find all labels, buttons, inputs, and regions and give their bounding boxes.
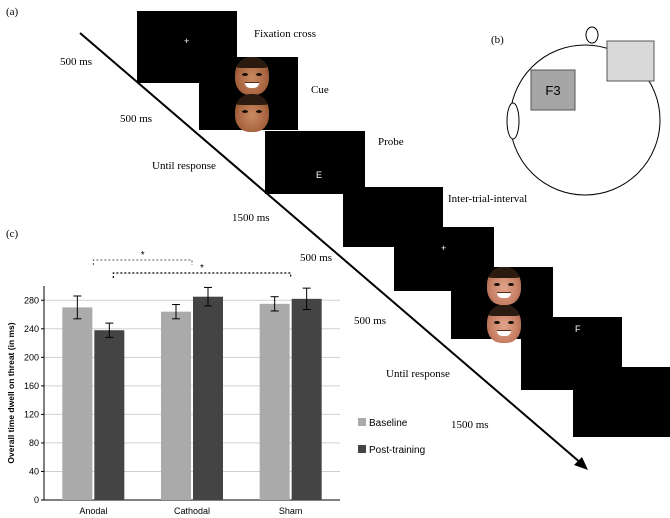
- fixation-cross-icon: +: [184, 36, 190, 46]
- bar: [94, 330, 125, 500]
- happy-face-icon: [487, 305, 521, 343]
- panel-label-b: (b): [491, 34, 504, 46]
- timing-label: 500 ms: [300, 252, 333, 264]
- timing-label: Until response: [386, 368, 450, 380]
- legend-label: Baseline: [369, 418, 408, 429]
- ear-icon: [506, 102, 520, 140]
- significance-star: *: [141, 250, 145, 261]
- timing-label: 500 ms: [120, 113, 153, 125]
- probe-letter-e: E: [316, 170, 323, 180]
- angry-face-icon: [235, 94, 269, 132]
- timing-label: 500 ms: [354, 315, 387, 327]
- y-tick-label: 200: [24, 352, 39, 362]
- y-tick-label: 160: [24, 381, 39, 391]
- x-tick-label: Sham: [279, 506, 303, 516]
- step-label-cue: Cue: [311, 84, 329, 96]
- nose-icon: [585, 26, 599, 44]
- screen-probe: [265, 131, 365, 194]
- panel-label-a: (a): [6, 6, 19, 18]
- y-axis-label: Overall time dwell on threat (in ms): [6, 322, 16, 463]
- bar: [62, 307, 93, 500]
- y-tick-label: 240: [24, 324, 39, 334]
- bar: [259, 303, 290, 500]
- fixation-cross-icon: +: [441, 243, 447, 253]
- electrode-ref: [606, 40, 655, 82]
- significance-star: *: [200, 263, 204, 274]
- y-tick-label: 280: [24, 295, 39, 305]
- y-tick-label: 80: [29, 438, 39, 448]
- timing-label: 1500 ms: [451, 419, 489, 431]
- step-label-fixation: Fixation cross: [254, 28, 317, 40]
- head-diagram: F3: [506, 26, 661, 196]
- electrode-label: F3: [545, 83, 560, 98]
- timing-label: 500 ms: [60, 56, 93, 68]
- happy-face-icon: [487, 267, 521, 305]
- step-label-iti: Inter-trial-interval: [448, 193, 528, 205]
- probe-letter-f: F: [575, 324, 581, 334]
- timing-label: 1500 ms: [232, 212, 270, 224]
- x-tick-label: Anodal: [79, 506, 107, 516]
- bar: [291, 298, 322, 500]
- legend-swatch: [358, 445, 366, 453]
- bar-chart: 0 40 80 120 160 200 240 280 Overall time dwell o…: [6, 250, 425, 516]
- panel-label-c: (c): [6, 228, 19, 240]
- angry-face-icon: [235, 57, 269, 95]
- legend-swatch: [358, 418, 366, 426]
- y-tick-label: 120: [24, 409, 39, 419]
- y-tick-label: 40: [29, 466, 39, 476]
- y-tick-label: 0: [34, 495, 39, 505]
- bar: [161, 311, 191, 500]
- electrode-f3: [530, 69, 576, 111]
- bar: [193, 296, 223, 500]
- step-label-probe: Probe: [378, 136, 404, 148]
- significance-bracket: [112, 272, 292, 278]
- screen-iti-2: [573, 367, 670, 437]
- x-tick-label: Cathodal: [174, 506, 210, 516]
- timing-label: Until response: [152, 160, 216, 172]
- legend-label: Post-training: [369, 445, 425, 456]
